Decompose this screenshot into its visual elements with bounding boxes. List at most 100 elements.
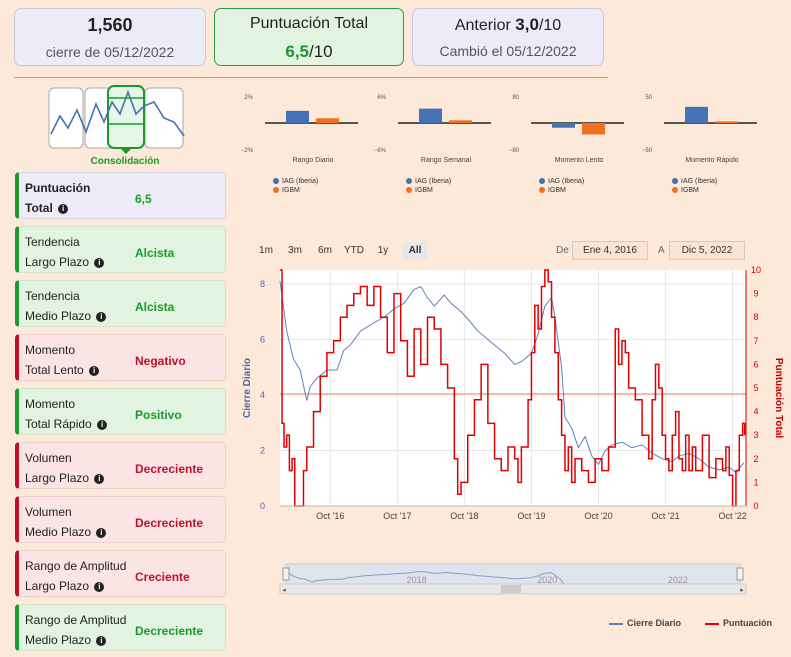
- scroll-left-icon[interactable]: ◂: [282, 586, 286, 594]
- mini-bar-igbm: [449, 120, 472, 123]
- indicator-title: Rango de Amplitud: [25, 559, 127, 573]
- indicator-card[interactable]: Puntuación Total i 6,5: [15, 172, 226, 219]
- indicator-subtitle: Medio Plazo i: [25, 309, 107, 323]
- navigator-tick[interactable]: 2022: [668, 575, 688, 585]
- main-chart[interactable]: 0 2 4 6 8 0 1 2 3 4 5 6 7 8 9 10 Oct '16 Oct '17 Oct '18 Oc…: [236, 262, 791, 602]
- indicator-card[interactable]: Rango de Amplitud Largo Plazo i Creciente: [15, 550, 226, 597]
- legend-item[interactable]: IGBM: [406, 186, 451, 195]
- total-score-value: 6,5: [285, 42, 309, 61]
- navigator-scrollbar-thumb[interactable]: [501, 585, 521, 593]
- range-button-all[interactable]: All: [403, 242, 427, 260]
- indicator-value: Alcista: [135, 300, 175, 314]
- legend-item[interactable]: IGBM: [273, 186, 318, 195]
- indicator-card[interactable]: Tendencia Medio Plazo i Alcista: [15, 280, 226, 327]
- legend-item[interactable]: IGBM: [672, 186, 717, 195]
- indicator-card[interactable]: Rango de Amplitud Medio Plazo i Decrecient…: [15, 604, 226, 651]
- mini-ymin: −2%: [241, 148, 254, 154]
- indicator-card[interactable]: Volumen Medio Plazo i Decreciente: [15, 496, 226, 543]
- mini-legend: IAG (Iberia) IGBM: [273, 177, 318, 195]
- info-icon[interactable]: i: [97, 419, 108, 430]
- navigator-handle-left[interactable]: [282, 567, 290, 581]
- mini-ymin: −80: [509, 148, 520, 154]
- indicator-card[interactable]: Momento Total Lento i Negativo: [15, 334, 226, 381]
- legend-item[interactable]: IGBM: [539, 186, 584, 195]
- y-left-tick: 2: [260, 445, 265, 455]
- previous-value: 3,0: [515, 15, 539, 34]
- close-date: cierre de 05/12/2022: [45, 44, 175, 60]
- x-tick: Oct '19: [517, 511, 545, 521]
- indicator-subtitle: Medio Plazo i: [25, 633, 107, 647]
- info-icon[interactable]: i: [89, 365, 100, 376]
- indicator-subtitle: Largo Plazo i: [25, 579, 105, 593]
- indicator-card[interactable]: Tendencia Largo Plazo i Alcista: [15, 226, 226, 273]
- x-tick: Oct '18: [450, 511, 478, 521]
- previous-score-card: Anterior 3,0/10 Cambió el 05/12/2022: [412, 8, 604, 66]
- date-from-input[interactable]: Ene 4, 2016: [572, 241, 648, 260]
- navigator-tick[interactable]: 2018: [407, 575, 427, 585]
- range-button-6m[interactable]: 6m: [318, 245, 332, 256]
- y-right-tick: 2: [753, 454, 758, 464]
- mini-legend: IAG (Iberia) IGBM: [406, 177, 451, 195]
- mini-legend: IAG (Iberia) IGBM: [672, 177, 717, 195]
- x-tick: Oct '22: [718, 511, 746, 521]
- info-icon[interactable]: i: [94, 257, 105, 268]
- indicator-title: Tendencia: [25, 235, 80, 249]
- indicator-subtitle: Total Rápido i: [25, 417, 108, 431]
- info-icon[interactable]: i: [94, 581, 105, 592]
- indicator-subtitle: Total Lento i: [25, 363, 100, 377]
- y-right-tick: 10: [751, 265, 761, 275]
- date-from-label: De: [556, 245, 569, 256]
- close-value: 1,560: [87, 15, 133, 35]
- date-to-label: A: [658, 245, 665, 256]
- range-button-1m[interactable]: 1m: [259, 245, 273, 256]
- indicator-card[interactable]: Volumen Largo Plazo i Decreciente: [15, 442, 226, 489]
- close-price-card: 1,560 cierre de 05/12/2022: [14, 8, 206, 66]
- legend-item[interactable]: IAG (Iberia): [273, 177, 318, 186]
- legend-score[interactable]: Puntuación: [705, 618, 772, 628]
- info-icon[interactable]: i: [96, 311, 107, 322]
- mini-ymin: −50: [642, 148, 653, 154]
- y-left-tick: 4: [260, 390, 265, 400]
- indicator-value: Alcista: [135, 246, 175, 260]
- mini-bar-iag: [286, 110, 309, 123]
- navigator-handle-right[interactable]: [736, 567, 744, 581]
- divider: [14, 77, 608, 78]
- mini-title: Rango Semanal: [421, 157, 472, 164]
- legend-item[interactable]: IAG (Iberia): [539, 177, 584, 186]
- mini-ymax: 2%: [244, 95, 253, 101]
- mini-bar-iag: [419, 108, 442, 123]
- range-button-1y[interactable]: 1y: [377, 245, 389, 256]
- previous-suffix: /10: [538, 17, 562, 34]
- y-right-tick: 9: [753, 289, 758, 299]
- mini-ymax: 6%: [377, 95, 386, 101]
- indicator-value: Creciente: [135, 570, 190, 584]
- indicator-title: Tendencia: [25, 289, 80, 303]
- legend-item[interactable]: IAG (Iberia): [672, 177, 717, 186]
- range-button-ytd[interactable]: YTD: [344, 245, 364, 256]
- indicator-title: Momento: [25, 397, 76, 411]
- date-to-input[interactable]: Dic 5, 2022: [669, 241, 745, 260]
- legend-item[interactable]: IAG (Iberia): [406, 177, 451, 186]
- range-button-3m[interactable]: 3m: [288, 245, 302, 256]
- y-right-tick: 6: [753, 359, 758, 369]
- scroll-right-icon[interactable]: ▸: [740, 586, 744, 594]
- indicator-subtitle: Largo Plazo i: [25, 255, 105, 269]
- y-left-tick: 6: [260, 334, 265, 344]
- indicator-title: Puntuación: [25, 181, 91, 195]
- x-tick: Oct '17: [383, 511, 411, 521]
- legend-close[interactable]: Cierre Diario: [609, 618, 681, 628]
- indicator-card[interactable]: Momento Total Rápido i Positivo: [15, 388, 226, 435]
- consolidation-label: Consolidación: [90, 156, 160, 167]
- legend-score-label: Puntuación: [723, 618, 772, 628]
- info-icon[interactable]: i: [96, 527, 107, 538]
- mini-bar-charts: 2% −2% Rango Diario 6% −6% Rango Semanal 80 −80…: [241, 95, 757, 164]
- navigator-tick[interactable]: 2020: [537, 575, 557, 585]
- y-right-tick: 0: [753, 501, 758, 511]
- info-icon[interactable]: i: [94, 473, 105, 484]
- indicator-value: Decreciente: [135, 624, 204, 638]
- info-icon[interactable]: i: [96, 635, 107, 646]
- y-left-tick: 0: [260, 501, 265, 511]
- mini-legend: IAG (Iberia) IGBM: [539, 177, 584, 195]
- info-icon[interactable]: i: [58, 203, 69, 214]
- y-right-tick: 4: [753, 407, 758, 417]
